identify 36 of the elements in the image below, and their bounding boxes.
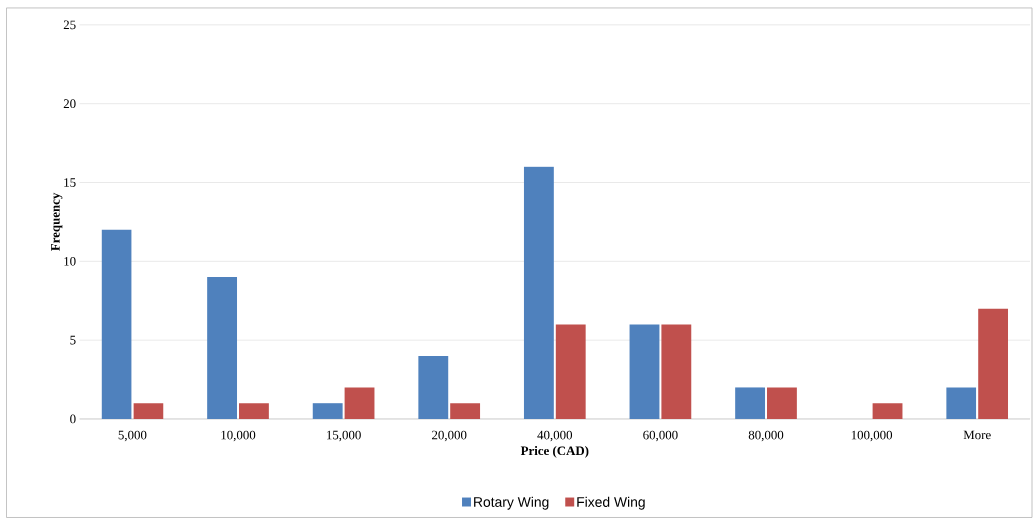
x-tick-label: More	[963, 430, 991, 440]
legend-label: Fixed Wing	[577, 496, 645, 510]
y-tick-label: 5	[70, 335, 76, 345]
bar	[735, 387, 766, 419]
bar	[239, 402, 269, 419]
legend-label: Rotary Wing	[474, 496, 549, 510]
bar	[629, 324, 660, 419]
x-tick-label: 20,000	[432, 430, 467, 442]
bar	[661, 324, 692, 419]
bar	[133, 402, 164, 419]
bar	[872, 402, 903, 419]
bar	[523, 166, 554, 419]
bar	[207, 276, 238, 419]
bar	[978, 308, 1009, 419]
x-tick-label: 80,000	[748, 430, 784, 442]
y-axis-title: Frequency	[51, 192, 63, 251]
x-tick-label: 5,000	[118, 430, 147, 442]
bar	[946, 387, 977, 419]
bar	[418, 355, 449, 419]
x-tick-label: 10,000	[221, 430, 256, 442]
bar	[312, 402, 343, 419]
y-tick-label: 0	[70, 414, 76, 424]
bar	[555, 324, 586, 419]
y-tick-label: 15	[64, 177, 76, 187]
x-tick-label: 40,000	[537, 430, 573, 442]
bar	[450, 402, 481, 419]
x-axis-title: Price (CAD)	[520, 445, 589, 458]
x-tick-label: 15,000	[327, 430, 361, 442]
bar	[344, 387, 375, 419]
bar	[767, 387, 797, 419]
y-tick-label: 10	[64, 256, 76, 266]
x-tick-label: 100,000	[851, 430, 893, 442]
bar	[101, 229, 132, 419]
y-tick-label: 25	[63, 20, 76, 29]
x-tick-label: 60,000	[643, 430, 678, 442]
y-tick-label: 20	[63, 99, 76, 108]
